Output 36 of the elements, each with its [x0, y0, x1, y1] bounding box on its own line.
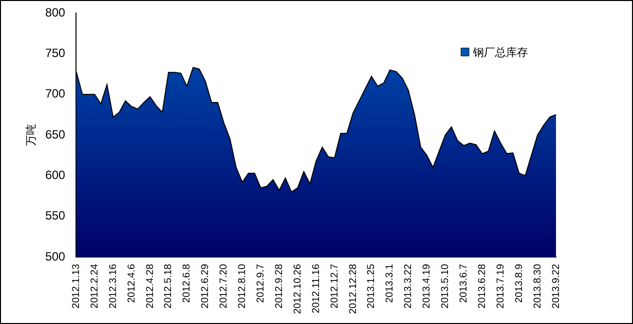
- x-tick-label: 2013.1.25: [366, 264, 378, 308]
- x-tick-label: 2012.9.7: [256, 264, 266, 303]
- y-axis-title: 万吨: [24, 124, 38, 146]
- y-tick-label: 700: [45, 86, 66, 101]
- x-tick-label: 2013.5.10: [440, 264, 452, 308]
- x-tick-label: 2012.6.29: [200, 264, 212, 308]
- x-tick-label: 2013.9.22: [550, 264, 562, 308]
- x-tick-label: 2012.12.28: [348, 264, 359, 314]
- x-tick-label: 2013.4.19: [422, 264, 433, 308]
- x-tick-label: 2012.2.24: [89, 264, 100, 308]
- y-tick-label: 600: [45, 168, 66, 182]
- y-tick-label: 550: [45, 208, 66, 223]
- x-tick-label: 2012.4.6: [126, 264, 138, 303]
- y-tick-label: 800: [45, 5, 66, 20]
- x-tick-label: 2012.1.13: [70, 264, 82, 308]
- x-tick-label: 2012.5.18: [163, 264, 174, 308]
- x-tick-label: 2012.7.20: [218, 264, 230, 308]
- x-tick-label: 2012.4.28: [144, 264, 156, 308]
- legend-label: 钢厂总库存: [472, 46, 528, 59]
- y-tick-label: 500: [45, 249, 66, 264]
- y-tick-label: 750: [45, 46, 66, 60]
- x-tick-label: 2012.11.16: [310, 264, 322, 314]
- x-tick-label: 2013.6.28: [476, 264, 488, 308]
- x-tick-label: 2013.6.7: [458, 264, 470, 303]
- y-tick-label: 650: [45, 127, 66, 142]
- x-tick-label: 2013.3.22: [403, 264, 414, 308]
- x-tick-label: 2012.3.16: [108, 264, 119, 308]
- x-tick-label: 2012.10.26: [292, 264, 304, 314]
- x-tick-label: 2012.6.8: [182, 264, 193, 303]
- x-tick-label: 2012.8.10: [237, 264, 248, 308]
- x-tick-label: 2012.9.28: [274, 264, 285, 308]
- x-tick-label: 2013.7.19: [495, 264, 506, 308]
- x-tick-label: 2013.8.30: [532, 264, 544, 308]
- x-tick-label: 2013.8.9: [514, 264, 525, 303]
- x-tick-label: 2013.3.1: [384, 264, 396, 303]
- x-tick-label: 2012.12.7: [329, 264, 340, 308]
